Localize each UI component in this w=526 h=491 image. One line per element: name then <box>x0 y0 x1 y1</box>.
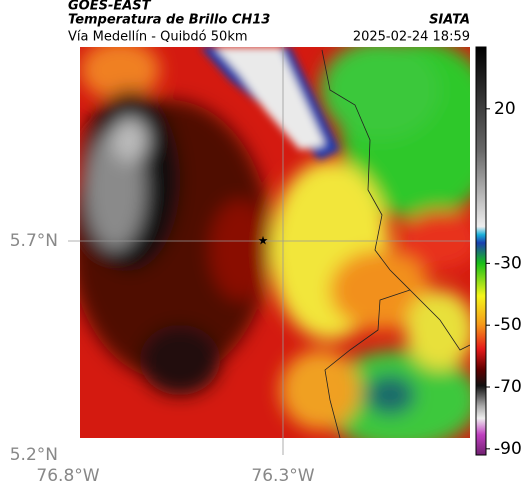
title: GOES-EAST <box>68 0 152 14</box>
lon-label: 76.3°W <box>251 466 314 486</box>
route: Vía Medellín - Quibdó 50km <box>68 30 248 45</box>
lon-label: 76.8°W <box>36 466 99 486</box>
colorbar-tick-label: -70 <box>494 377 522 397</box>
colorbar-tick-label: 20 <box>494 99 516 119</box>
colorbar <box>475 46 487 456</box>
colorbar-tick-label: -30 <box>494 253 522 273</box>
lat-label: 5.2°N <box>10 445 58 465</box>
satellite-image <box>80 47 470 438</box>
colorbar-ticks: 20 -30 -50 -70 -90 <box>486 99 522 459</box>
datetime: 2025-02-24 18:59 <box>353 30 470 45</box>
source: SIATA <box>429 13 470 28</box>
colorbar-tick-label: -90 <box>494 439 522 459</box>
lat-label: 5.7°N <box>10 231 58 251</box>
subtitle: Temperatura de Brillo CH13 <box>68 13 270 28</box>
colorbar-tick-label: -50 <box>494 315 522 335</box>
location-marker: ★ <box>258 234 269 248</box>
